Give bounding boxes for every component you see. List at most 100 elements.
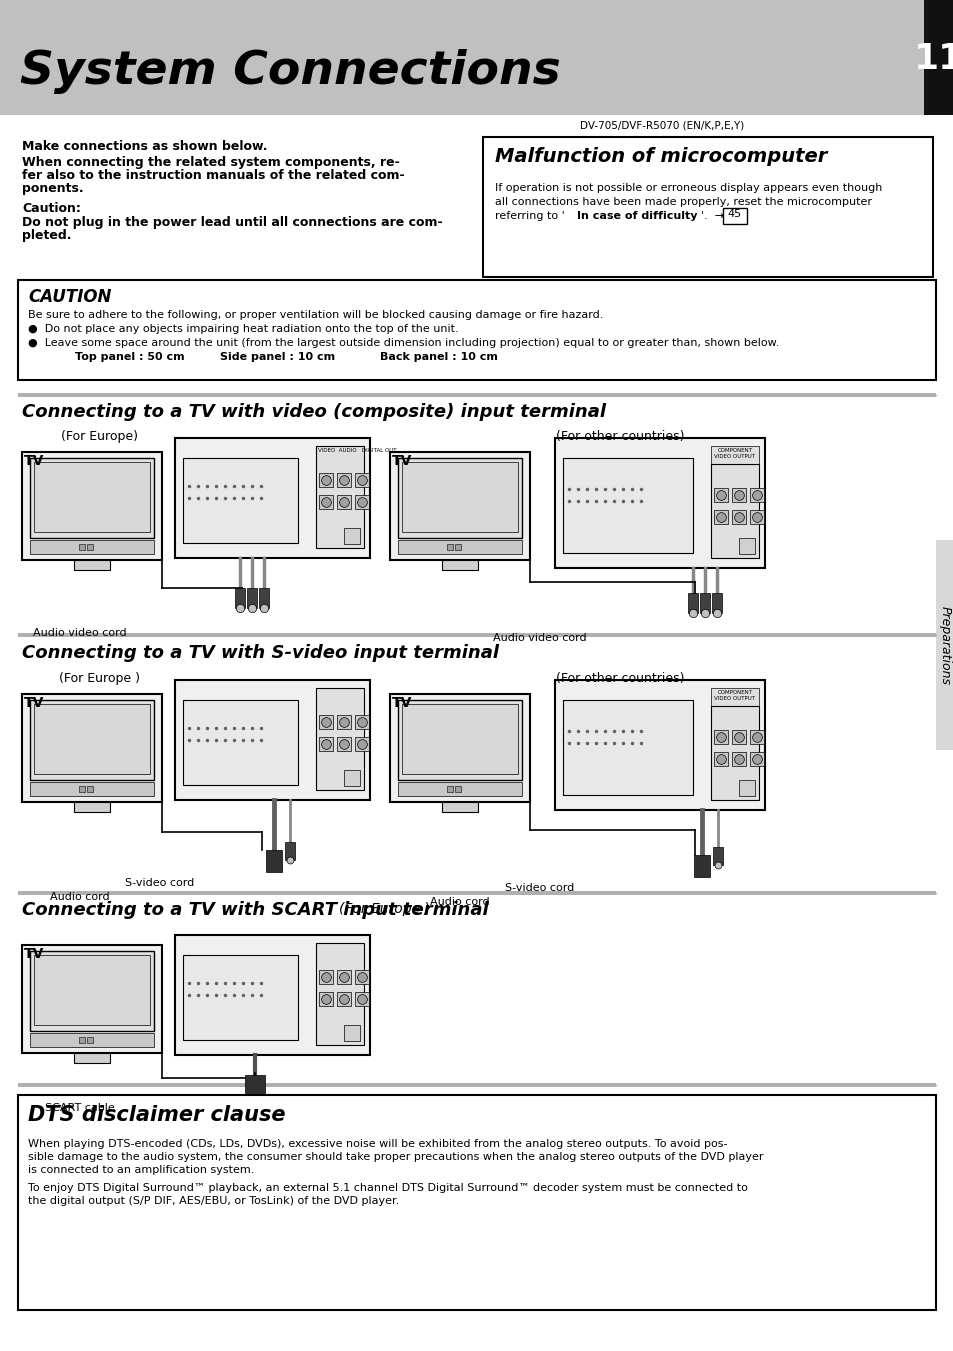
Bar [713,509,727,524]
Bar [935,540,953,750]
Bar [318,473,333,486]
Bar [245,1075,265,1093]
Bar [710,446,759,463]
Bar [390,694,530,802]
Bar [710,707,759,800]
Bar [234,588,245,608]
Bar [74,561,110,570]
Text: TV: TV [392,454,412,467]
Text: ●  Do not place any objects impairing heat radiation onto the top of the unit.: ● Do not place any objects impairing hea… [28,324,458,334]
Bar [22,694,162,802]
Bar [318,715,333,730]
Text: Connecting to a TV with SCART input terminal: Connecting to a TV with SCART input term… [22,901,488,919]
Text: DTS disclaimer clause: DTS disclaimer clause [28,1105,285,1125]
Text: Top panel : 50 cm: Top panel : 50 cm [75,353,185,362]
Text: the digital output (S/P DIF, AES/EBU, or TosLink) of the DVD player.: the digital output (S/P DIF, AES/EBU, or… [28,1196,399,1206]
Bar [318,970,333,984]
Bar [355,473,369,486]
Bar [562,700,692,794]
Bar [30,951,153,1031]
Text: (For Europe ): (For Europe ) [338,902,429,916]
Bar [30,458,153,538]
Bar [174,935,370,943]
Text: (For Europe): (For Europe) [61,430,138,443]
Bar [266,850,282,871]
Bar [0,0,923,115]
Bar [18,1084,935,1088]
Bar [336,970,351,984]
Bar [183,700,297,785]
Bar [713,753,727,766]
Bar [731,730,745,744]
Text: sible damage to the audio system, the consumer should take proper precautions wh: sible damage to the audio system, the co… [28,1152,762,1162]
Bar [258,588,269,608]
Bar [285,842,294,861]
Bar [336,494,351,509]
Bar [923,0,953,115]
Text: (For other countries): (For other countries) [556,430,683,443]
Text: ponents.: ponents. [22,182,84,195]
Text: When connecting the related system components, re-: When connecting the related system compo… [22,155,399,169]
Bar [441,561,477,570]
Bar [397,458,521,538]
Bar [315,688,364,790]
Text: COMPONENT
VIDEO OUTPUT: COMPONENT VIDEO OUTPUT [714,690,755,701]
Bar [18,892,935,894]
Bar [355,494,369,509]
Bar [731,488,745,503]
Text: If operation is not possible or erroneous display appears even though: If operation is not possible or erroneou… [495,182,882,193]
Text: TV: TV [24,947,45,961]
Bar [34,955,150,1025]
Bar [336,473,351,486]
Bar [74,1052,110,1063]
Bar [318,494,333,509]
Text: Audio video cord: Audio video cord [33,628,127,638]
Text: all connections have been made properly, reset the microcomputer: all connections have been made properly,… [495,197,871,207]
Bar [336,715,351,730]
Bar [174,935,370,1055]
Bar [344,528,359,544]
Bar [355,992,369,1006]
Bar [749,753,763,766]
Bar [710,688,759,707]
Bar [355,970,369,984]
Bar [18,634,935,638]
Bar [183,458,297,543]
Text: In case of difficulty: In case of difficulty [577,211,697,222]
Bar [174,438,370,446]
Text: referring to ': referring to ' [495,211,564,222]
Bar [749,730,763,744]
Bar [739,780,754,796]
Text: Malfunction of microcomputer: Malfunction of microcomputer [495,147,826,166]
Bar [397,540,521,554]
Bar [700,593,709,613]
Bar [713,730,727,744]
Bar [18,393,935,397]
Text: Audio cord: Audio cord [430,897,489,907]
Bar [739,538,754,554]
Bar [30,540,153,554]
Bar [18,1096,935,1310]
Text: S-video cord: S-video cord [505,884,574,893]
Bar [22,453,162,561]
Text: (For other countries): (For other countries) [556,671,683,685]
Bar [30,782,153,796]
Bar [749,488,763,503]
Text: fer also to the instruction manuals of the related com-: fer also to the instruction manuals of t… [22,169,404,182]
Bar [562,458,692,553]
Text: is connected to an amplification system.: is connected to an amplification system. [28,1165,254,1175]
Bar [355,715,369,730]
Bar [30,1034,153,1047]
Bar [555,680,764,688]
Bar [712,847,722,865]
Text: '.  →: '. → [700,211,723,222]
Text: Be sure to adhere to the following, or proper ventilation will be blocked causin: Be sure to adhere to the following, or p… [28,309,602,320]
Bar [247,588,256,608]
Text: Side panel : 10 cm: Side panel : 10 cm [220,353,335,362]
Bar [318,992,333,1006]
Bar [318,738,333,751]
Bar [401,704,517,774]
Bar [401,462,517,532]
Bar [390,453,530,561]
Text: Caution:: Caution: [22,203,81,215]
